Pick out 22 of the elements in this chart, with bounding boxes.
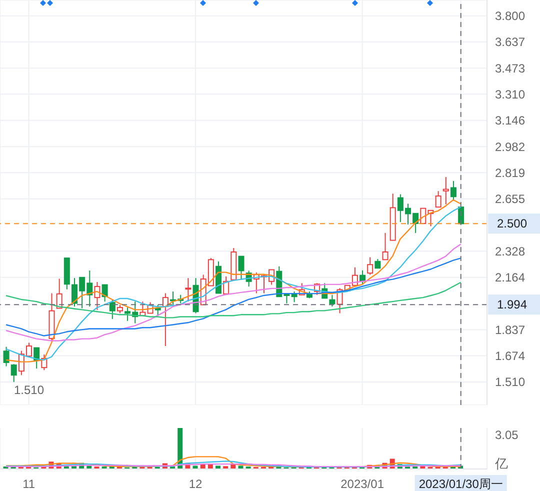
y-tick-label: 2.328 (495, 244, 526, 258)
ref-line-label: 2.500 (497, 216, 528, 231)
y-tick-label: 1.510 (495, 375, 526, 390)
x-tick-label: 11 (22, 477, 36, 491)
y-tick-label: 3.800 (495, 9, 526, 24)
y-tick-label: 2.655 (495, 192, 526, 206)
text: 3.05 (495, 428, 518, 442)
y-tick-label: 3.473 (495, 61, 526, 76)
y-tick-label: 2.819 (495, 166, 526, 180)
y-tick-label: 1.674 (495, 349, 526, 364)
y-tick-label: 2.164 (495, 270, 526, 285)
x-tick-label: 2023/01 (340, 477, 384, 491)
y-tick-label: 3.310 (495, 87, 526, 102)
y-tick-label: 3.637 (495, 35, 526, 50)
x-tick-label: 2023/01/30周一 (418, 477, 503, 491)
annotation: 1.510 (14, 383, 44, 397)
y-tick-label: 2.982 (495, 140, 526, 154)
ref-line-label: 1.994 (497, 298, 528, 312)
y-axis-title: 亿 (495, 455, 508, 473)
y-tick-label: 3.146 (495, 114, 526, 128)
x-tick-label: 12 (188, 477, 203, 491)
y-tick-label: 1.837 (495, 322, 526, 337)
